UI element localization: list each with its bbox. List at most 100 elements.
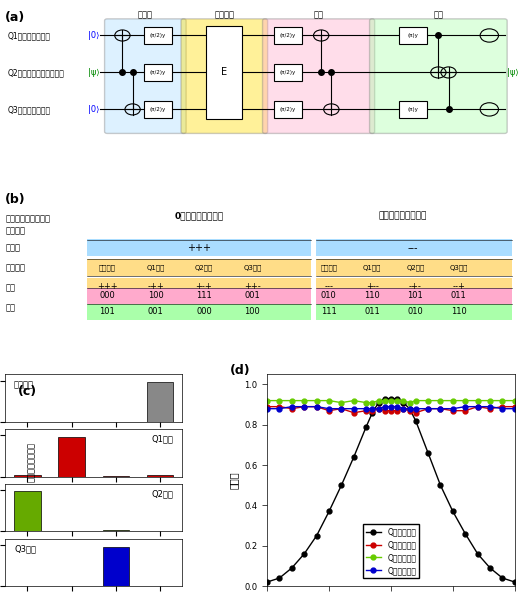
Y-axis label: 忠実度: 忠実度 bbox=[229, 471, 239, 489]
Bar bbox=[58, 437, 85, 477]
Text: Q2誤り: Q2誤り bbox=[151, 490, 173, 498]
Bar bbox=[147, 475, 173, 477]
Q１訂正あり bbox=[475, 403, 481, 410]
Bar bbox=[274, 64, 302, 81]
Text: 符号化: 符号化 bbox=[138, 11, 153, 20]
Q１訂正あり bbox=[369, 407, 375, 414]
Q２訂正あり bbox=[394, 397, 400, 404]
Legend: Q２訂正なし, Q１訂正あり, Q２訂正あり, Q３訂正あり: Q２訂正なし, Q１訂正あり, Q２訂正あり, Q３訂正あり bbox=[362, 525, 419, 578]
Q１訂正あり bbox=[326, 407, 332, 414]
Q２訂正あり bbox=[363, 399, 369, 406]
Text: 111: 111 bbox=[321, 307, 336, 316]
Q１訂正あり bbox=[487, 405, 493, 412]
Text: データ量子ビットの: データ量子ビットの bbox=[5, 214, 50, 223]
Q２訂正なし bbox=[289, 564, 295, 571]
Text: Q2誤り: Q2誤り bbox=[406, 265, 424, 271]
Q２訂正なし bbox=[375, 399, 382, 406]
Q２訂正なし bbox=[276, 574, 282, 581]
Q３訂正あり bbox=[339, 405, 345, 412]
Q３訂正あり bbox=[487, 403, 493, 410]
Q２訂正あり bbox=[450, 397, 456, 404]
Bar bbox=[316, 304, 512, 320]
Q２訂正なし bbox=[499, 574, 505, 581]
Text: 100: 100 bbox=[244, 307, 260, 316]
Q２訂正あり bbox=[289, 397, 295, 404]
FancyBboxPatch shape bbox=[370, 19, 507, 133]
Q２訂正あり bbox=[301, 397, 307, 404]
Bar bbox=[206, 26, 242, 118]
Q１訂正あり bbox=[512, 403, 518, 410]
Bar bbox=[316, 239, 512, 256]
Bar bbox=[14, 491, 41, 532]
Bar bbox=[102, 547, 129, 586]
Text: 000: 000 bbox=[196, 307, 212, 316]
Text: Q1誤り: Q1誤り bbox=[151, 435, 173, 444]
Bar bbox=[87, 278, 311, 295]
Text: １（上向きスピン）: １（上向きスピン） bbox=[379, 211, 427, 221]
Text: 100: 100 bbox=[148, 291, 163, 301]
Text: (π/2)y: (π/2)y bbox=[150, 33, 166, 38]
Text: 110: 110 bbox=[451, 307, 466, 316]
Q１訂正あり bbox=[407, 407, 413, 414]
Text: --+: --+ bbox=[452, 282, 465, 291]
Q１訂正あり bbox=[437, 405, 444, 412]
Q２訂正あり bbox=[375, 397, 382, 404]
Q３訂正あり bbox=[450, 405, 456, 412]
Bar bbox=[87, 239, 311, 256]
Text: Q2誤り: Q2誤り bbox=[195, 265, 213, 271]
Line: Q２訂正なし: Q２訂正なし bbox=[265, 396, 517, 584]
Q２訂正あり bbox=[400, 397, 407, 404]
Text: 101: 101 bbox=[99, 307, 115, 316]
Text: 110: 110 bbox=[364, 291, 380, 301]
Text: (b): (b) bbox=[5, 193, 26, 206]
Q３訂正あり bbox=[412, 405, 419, 412]
Text: Q1誤り: Q1誤り bbox=[146, 265, 165, 271]
Q３訂正あり bbox=[499, 405, 505, 412]
Text: E: E bbox=[222, 67, 227, 78]
Text: ++-: ++- bbox=[244, 282, 261, 291]
Q３訂正あり bbox=[407, 405, 413, 412]
Bar bbox=[14, 475, 41, 477]
Q３訂正あり bbox=[400, 405, 407, 412]
Q２訂正なし bbox=[462, 530, 469, 537]
Q２訂正あり bbox=[339, 399, 345, 406]
Q２訂正あり bbox=[276, 397, 282, 404]
Q１訂正あり bbox=[375, 405, 382, 412]
Text: |ψ⟩: |ψ⟩ bbox=[507, 68, 519, 77]
Q２訂正なし bbox=[450, 508, 456, 515]
Q３訂正あり bbox=[301, 403, 307, 410]
Text: 111: 111 bbox=[196, 291, 212, 301]
FancyBboxPatch shape bbox=[105, 19, 186, 133]
Text: 復号: 復号 bbox=[5, 284, 15, 292]
Q１訂正あり bbox=[394, 407, 400, 414]
Text: (π)y: (π)y bbox=[408, 33, 418, 38]
Line: Q３訂正あり: Q３訂正あり bbox=[265, 404, 517, 411]
Bar bbox=[316, 259, 512, 276]
Bar bbox=[102, 530, 129, 532]
Q２訂正あり bbox=[425, 397, 431, 404]
Q２訂正あり bbox=[475, 397, 481, 404]
Text: Q3誤り: Q3誤り bbox=[450, 265, 468, 271]
Q２訂正なし bbox=[475, 551, 481, 558]
Q２訂正なし bbox=[425, 449, 431, 456]
Q３訂正あり bbox=[314, 403, 320, 410]
Q２訂正なし bbox=[487, 564, 493, 571]
Q２訂正あり bbox=[326, 397, 332, 404]
Q２訂正あり bbox=[388, 397, 394, 404]
Text: ---: --- bbox=[408, 243, 418, 253]
Q２訂正あり bbox=[412, 397, 419, 404]
Text: +++: +++ bbox=[97, 282, 118, 291]
Q３訂正あり bbox=[475, 403, 481, 410]
Text: (π/2)y: (π/2)y bbox=[150, 107, 166, 112]
Text: ---: --- bbox=[324, 282, 333, 291]
Q２訂正あり bbox=[407, 399, 413, 406]
Q３訂正あり bbox=[369, 405, 375, 412]
Q２訂正なし bbox=[388, 395, 394, 402]
Q１訂正あり bbox=[499, 403, 505, 410]
Bar bbox=[144, 101, 172, 118]
Text: Q3（補助ビット）: Q3（補助ビット） bbox=[8, 105, 51, 114]
Q２訂正なし bbox=[363, 423, 369, 430]
Text: 011: 011 bbox=[451, 291, 466, 301]
Text: (π/2)y: (π/2)y bbox=[280, 33, 296, 38]
Q３訂正あり bbox=[462, 403, 469, 410]
